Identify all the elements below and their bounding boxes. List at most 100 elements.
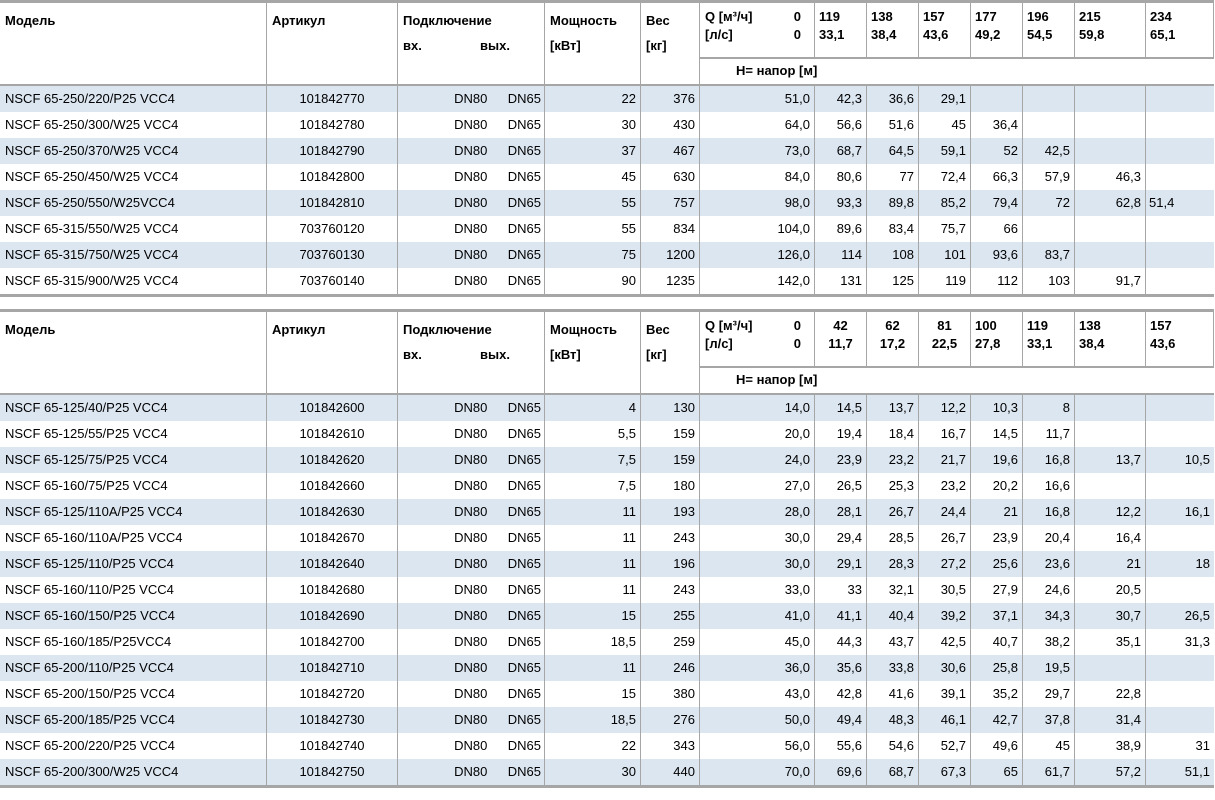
head-value-cell bbox=[1075, 86, 1146, 112]
weight-cell: 159 bbox=[641, 421, 700, 447]
head-value-cell: 14,5 bbox=[815, 395, 867, 421]
article-cell: 101842730 bbox=[267, 707, 398, 733]
pump-table-1: Модель Артикул Подключение вх. вых. Мощность [… bbox=[0, 0, 1214, 297]
head-value-cell: 42,5 bbox=[919, 629, 971, 655]
flow-ls-value: 22,5 bbox=[931, 336, 958, 351]
head-value-cell: 30,0 bbox=[700, 525, 815, 551]
article-cell: 703760140 bbox=[267, 268, 398, 294]
head-value-cell: 57,2 bbox=[1075, 759, 1146, 785]
outlet-dn-value: DN65 bbox=[507, 247, 541, 262]
head-value-cell: 131 bbox=[815, 268, 867, 294]
head-value-cell: 39,2 bbox=[919, 603, 971, 629]
flow-columns: Q [м³/ч] 0 [л/с] 0 42 11,7 62 17,2 81 22,5 100 27,8… bbox=[700, 312, 1214, 366]
table-row: NSCF 65-250/450/W25 VCC4 101842800 DN80 DN6… bbox=[0, 164, 1214, 190]
connection-cell: DN80 DN65 bbox=[398, 551, 545, 577]
head-value-cell: 61,7 bbox=[1023, 759, 1075, 785]
model-cell: NSCF 65-200/300/W25 VCC4 bbox=[0, 759, 267, 785]
head-value-cell: 23,9 bbox=[971, 525, 1023, 551]
connection-subheaders: вх. вых. bbox=[398, 342, 544, 367]
head-value-cell: 18,4 bbox=[867, 421, 919, 447]
head-value-cell: 10,5 bbox=[1184, 452, 1210, 467]
weight-cell: 159 bbox=[641, 447, 700, 473]
flow-ls-value: 43,6 bbox=[923, 27, 949, 42]
model-cell: NSCF 65-160/75/P25 VCC4 bbox=[0, 473, 267, 499]
table-row: NSCF 65-315/750/W25 VCC4 703760130 DN80 DN6… bbox=[0, 242, 1214, 268]
flow-m3h-label: Q [м³/ч] bbox=[705, 9, 753, 24]
head-value-cell: 27,0 bbox=[700, 473, 815, 499]
head-value-cell bbox=[1146, 164, 1214, 190]
head-value-cell: 29,1 bbox=[919, 86, 971, 112]
head-value-cell: 72 bbox=[1023, 190, 1075, 216]
connection-cell: DN80 DN65 bbox=[398, 577, 545, 603]
table-row: NSCF 65-125/110/P25 VCC4 101842640 DN80 DN6… bbox=[0, 551, 1214, 577]
head-value-cell: 10,3 bbox=[971, 395, 1023, 421]
pump-table-2: Модель Артикул Подключение вх. вых. Мощность [… bbox=[0, 309, 1214, 788]
flow-ls-value: 54,5 bbox=[1027, 27, 1053, 42]
head-value-cell: 20,5 bbox=[1075, 577, 1146, 603]
head-value-cell bbox=[1146, 525, 1214, 551]
head-value-cell bbox=[1023, 86, 1075, 112]
article-cell: 101842660 bbox=[267, 473, 398, 499]
connection-header-label: Подключение bbox=[403, 322, 492, 337]
flow-m3h-value: 177 bbox=[975, 9, 997, 24]
head-value-cell: 103 bbox=[1023, 268, 1075, 294]
flow-m3h-label: Q [м³/ч] bbox=[705, 318, 753, 333]
head-value-cell: 28,1 bbox=[815, 499, 867, 525]
table-row: NSCF 65-160/75/P25 VCC4 101842660 DN80 DN65… bbox=[0, 473, 1214, 499]
weight-cell: 130 bbox=[641, 395, 700, 421]
column-header-model: Модель bbox=[0, 3, 267, 84]
flow-m3h-zero: 0 bbox=[793, 318, 801, 333]
flow-m3h-value: 119 bbox=[819, 9, 840, 24]
weight-header-label: Вес bbox=[646, 13, 670, 28]
power-cell: 11 bbox=[545, 577, 641, 603]
connection-cell: DN80 DN65 bbox=[398, 603, 545, 629]
article-cell: 101842640 bbox=[267, 551, 398, 577]
model-cell: NSCF 65-160/150/P25 VCC4 bbox=[0, 603, 267, 629]
inlet-dn-value: DN80 bbox=[454, 556, 488, 571]
model-cell: NSCF 65-125/75/P25 VCC4 bbox=[0, 447, 267, 473]
head-value-cell: 30,7 bbox=[1075, 603, 1146, 629]
column-header-model: Модель bbox=[0, 312, 267, 393]
model-cell: NSCF 65-315/750/W25 VCC4 bbox=[0, 242, 267, 268]
model-cell: NSCF 65-160/185/P25VCC4 bbox=[0, 629, 267, 655]
connection-cell: DN80 DN65 bbox=[398, 242, 545, 268]
weight-cell: 757 bbox=[641, 190, 700, 216]
head-value-cell: 11,7 bbox=[1023, 421, 1075, 447]
head-value-cell: 23,6 bbox=[1023, 551, 1075, 577]
head-value-cell: 26,7 bbox=[867, 499, 919, 525]
head-value-cell: 36,6 bbox=[867, 86, 919, 112]
model-cell: NSCF 65-200/150/P25 VCC4 bbox=[0, 681, 267, 707]
power-cell: 11 bbox=[545, 525, 641, 551]
head-value-cell: 43,0 bbox=[700, 681, 815, 707]
head-value-cell bbox=[1075, 395, 1146, 421]
inlet-dn-value: DN80 bbox=[454, 400, 488, 415]
head-value-cell: 84,0 bbox=[700, 164, 815, 190]
head-value-cell bbox=[1146, 242, 1214, 268]
model-cell: NSCF 65-200/185/P25 VCC4 bbox=[0, 707, 267, 733]
flow-ls-label: [л/с] bbox=[705, 336, 733, 351]
head-value-cell: 29,7 bbox=[1023, 681, 1075, 707]
flow-m3h-line: Q [м³/ч] 0 bbox=[700, 8, 814, 26]
article-cell: 101842740 bbox=[267, 733, 398, 759]
model-cell: NSCF 65-160/110/P25 VCC4 bbox=[0, 577, 267, 603]
table-row: NSCF 65-125/110A/P25 VCC4 101842630 DN80 DN… bbox=[0, 499, 1214, 525]
head-value-cell: 28,3 bbox=[867, 551, 919, 577]
table-row: NSCF 65-160/150/P25 VCC4 101842690 DN80 DN6… bbox=[0, 603, 1214, 629]
outlet-dn-value: DN65 bbox=[507, 452, 541, 467]
head-value-cell bbox=[1146, 577, 1214, 603]
inlet-dn-value: DN80 bbox=[454, 91, 488, 106]
head-value-cell: 42,3 bbox=[815, 86, 867, 112]
head-value-cell: 49,6 bbox=[971, 733, 1023, 759]
head-value-cell: 28,5 bbox=[867, 525, 919, 551]
head-value-cell: 38,9 bbox=[1075, 733, 1146, 759]
inlet-dn-value: DN80 bbox=[454, 452, 488, 467]
outlet-dn-value: DN65 bbox=[507, 660, 541, 675]
article-cell: 101842710 bbox=[267, 655, 398, 681]
table-row: NSCF 65-160/110A/P25 VCC4 101842670 DN80 DN… bbox=[0, 525, 1214, 551]
power-cell: 5,5 bbox=[545, 421, 641, 447]
inlet-dn-value: DN80 bbox=[454, 634, 488, 649]
connection-subheaders: вх. вых. bbox=[398, 33, 544, 58]
weight-cell: 180 bbox=[641, 473, 700, 499]
inlet-dn-value: DN80 bbox=[454, 221, 488, 236]
flow-m3h-value: 138 bbox=[871, 9, 893, 24]
